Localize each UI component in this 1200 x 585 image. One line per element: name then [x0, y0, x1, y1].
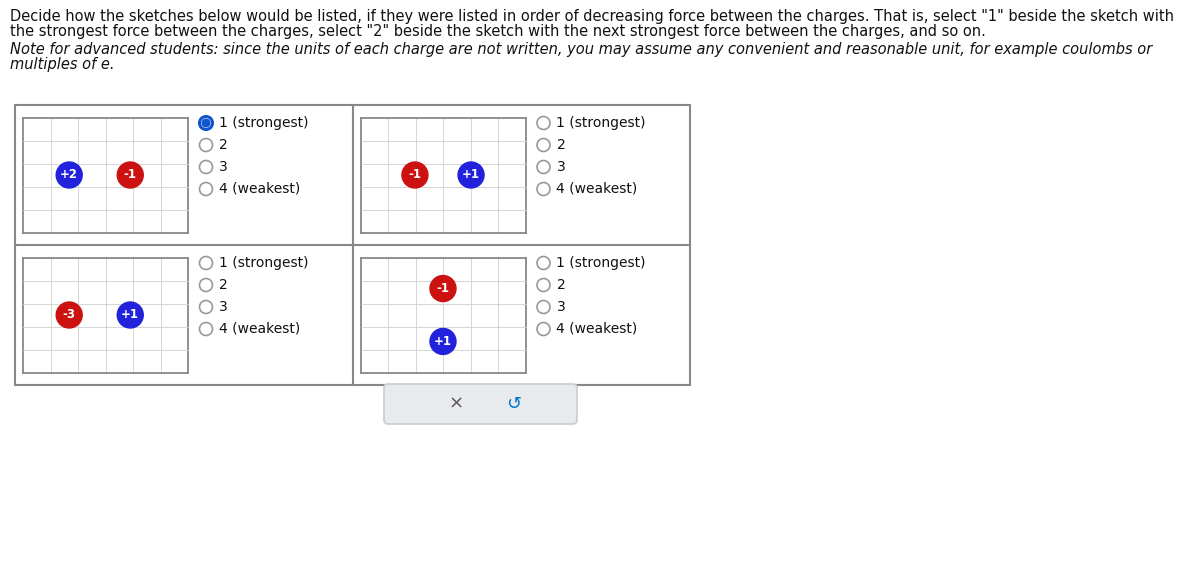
- Circle shape: [118, 162, 143, 188]
- Text: +2: +2: [60, 168, 78, 181]
- Text: multiples of e.: multiples of e.: [10, 57, 114, 72]
- Text: Decide how the sketches below would be listed, if they were listed in order of d: Decide how the sketches below would be l…: [10, 9, 1174, 24]
- Bar: [14, 105, 690, 385]
- Circle shape: [402, 162, 428, 188]
- Text: +1: +1: [434, 335, 452, 348]
- Text: Note for advanced students: since the units of each charge are not written, you : Note for advanced students: since the un…: [10, 42, 1152, 57]
- Circle shape: [430, 328, 456, 355]
- Text: 1 (strongest): 1 (strongest): [220, 116, 308, 130]
- Circle shape: [202, 119, 210, 127]
- Circle shape: [199, 116, 212, 129]
- Text: +1: +1: [462, 168, 480, 181]
- Text: 3: 3: [220, 160, 228, 174]
- Text: 2: 2: [220, 278, 228, 292]
- Text: 2: 2: [557, 138, 565, 152]
- Text: 3: 3: [220, 300, 228, 314]
- Text: 1 (strongest): 1 (strongest): [557, 116, 646, 130]
- Text: 4 (weakest): 4 (weakest): [557, 322, 637, 336]
- Text: +1: +1: [121, 308, 139, 322]
- Circle shape: [118, 302, 143, 328]
- Text: ↺: ↺: [506, 395, 521, 413]
- Text: 3: 3: [557, 300, 565, 314]
- Text: -1: -1: [437, 282, 450, 295]
- Text: -1: -1: [408, 168, 421, 181]
- Text: -3: -3: [62, 308, 76, 322]
- Text: 2: 2: [557, 278, 565, 292]
- Circle shape: [458, 162, 484, 188]
- Text: ×: ×: [449, 395, 464, 413]
- Text: 3: 3: [557, 160, 565, 174]
- FancyBboxPatch shape: [384, 384, 577, 424]
- Circle shape: [56, 302, 82, 328]
- Text: 1 (strongest): 1 (strongest): [220, 256, 308, 270]
- Circle shape: [430, 276, 456, 301]
- Text: 4 (weakest): 4 (weakest): [557, 182, 637, 196]
- Text: -1: -1: [124, 168, 137, 181]
- Text: 2: 2: [220, 138, 228, 152]
- Circle shape: [56, 162, 82, 188]
- Text: 1 (strongest): 1 (strongest): [557, 256, 646, 270]
- Text: 4 (weakest): 4 (weakest): [220, 182, 300, 196]
- Text: 4 (weakest): 4 (weakest): [220, 322, 300, 336]
- Text: the strongest force between the charges, select "2" beside the sketch with the n: the strongest force between the charges,…: [10, 24, 986, 39]
